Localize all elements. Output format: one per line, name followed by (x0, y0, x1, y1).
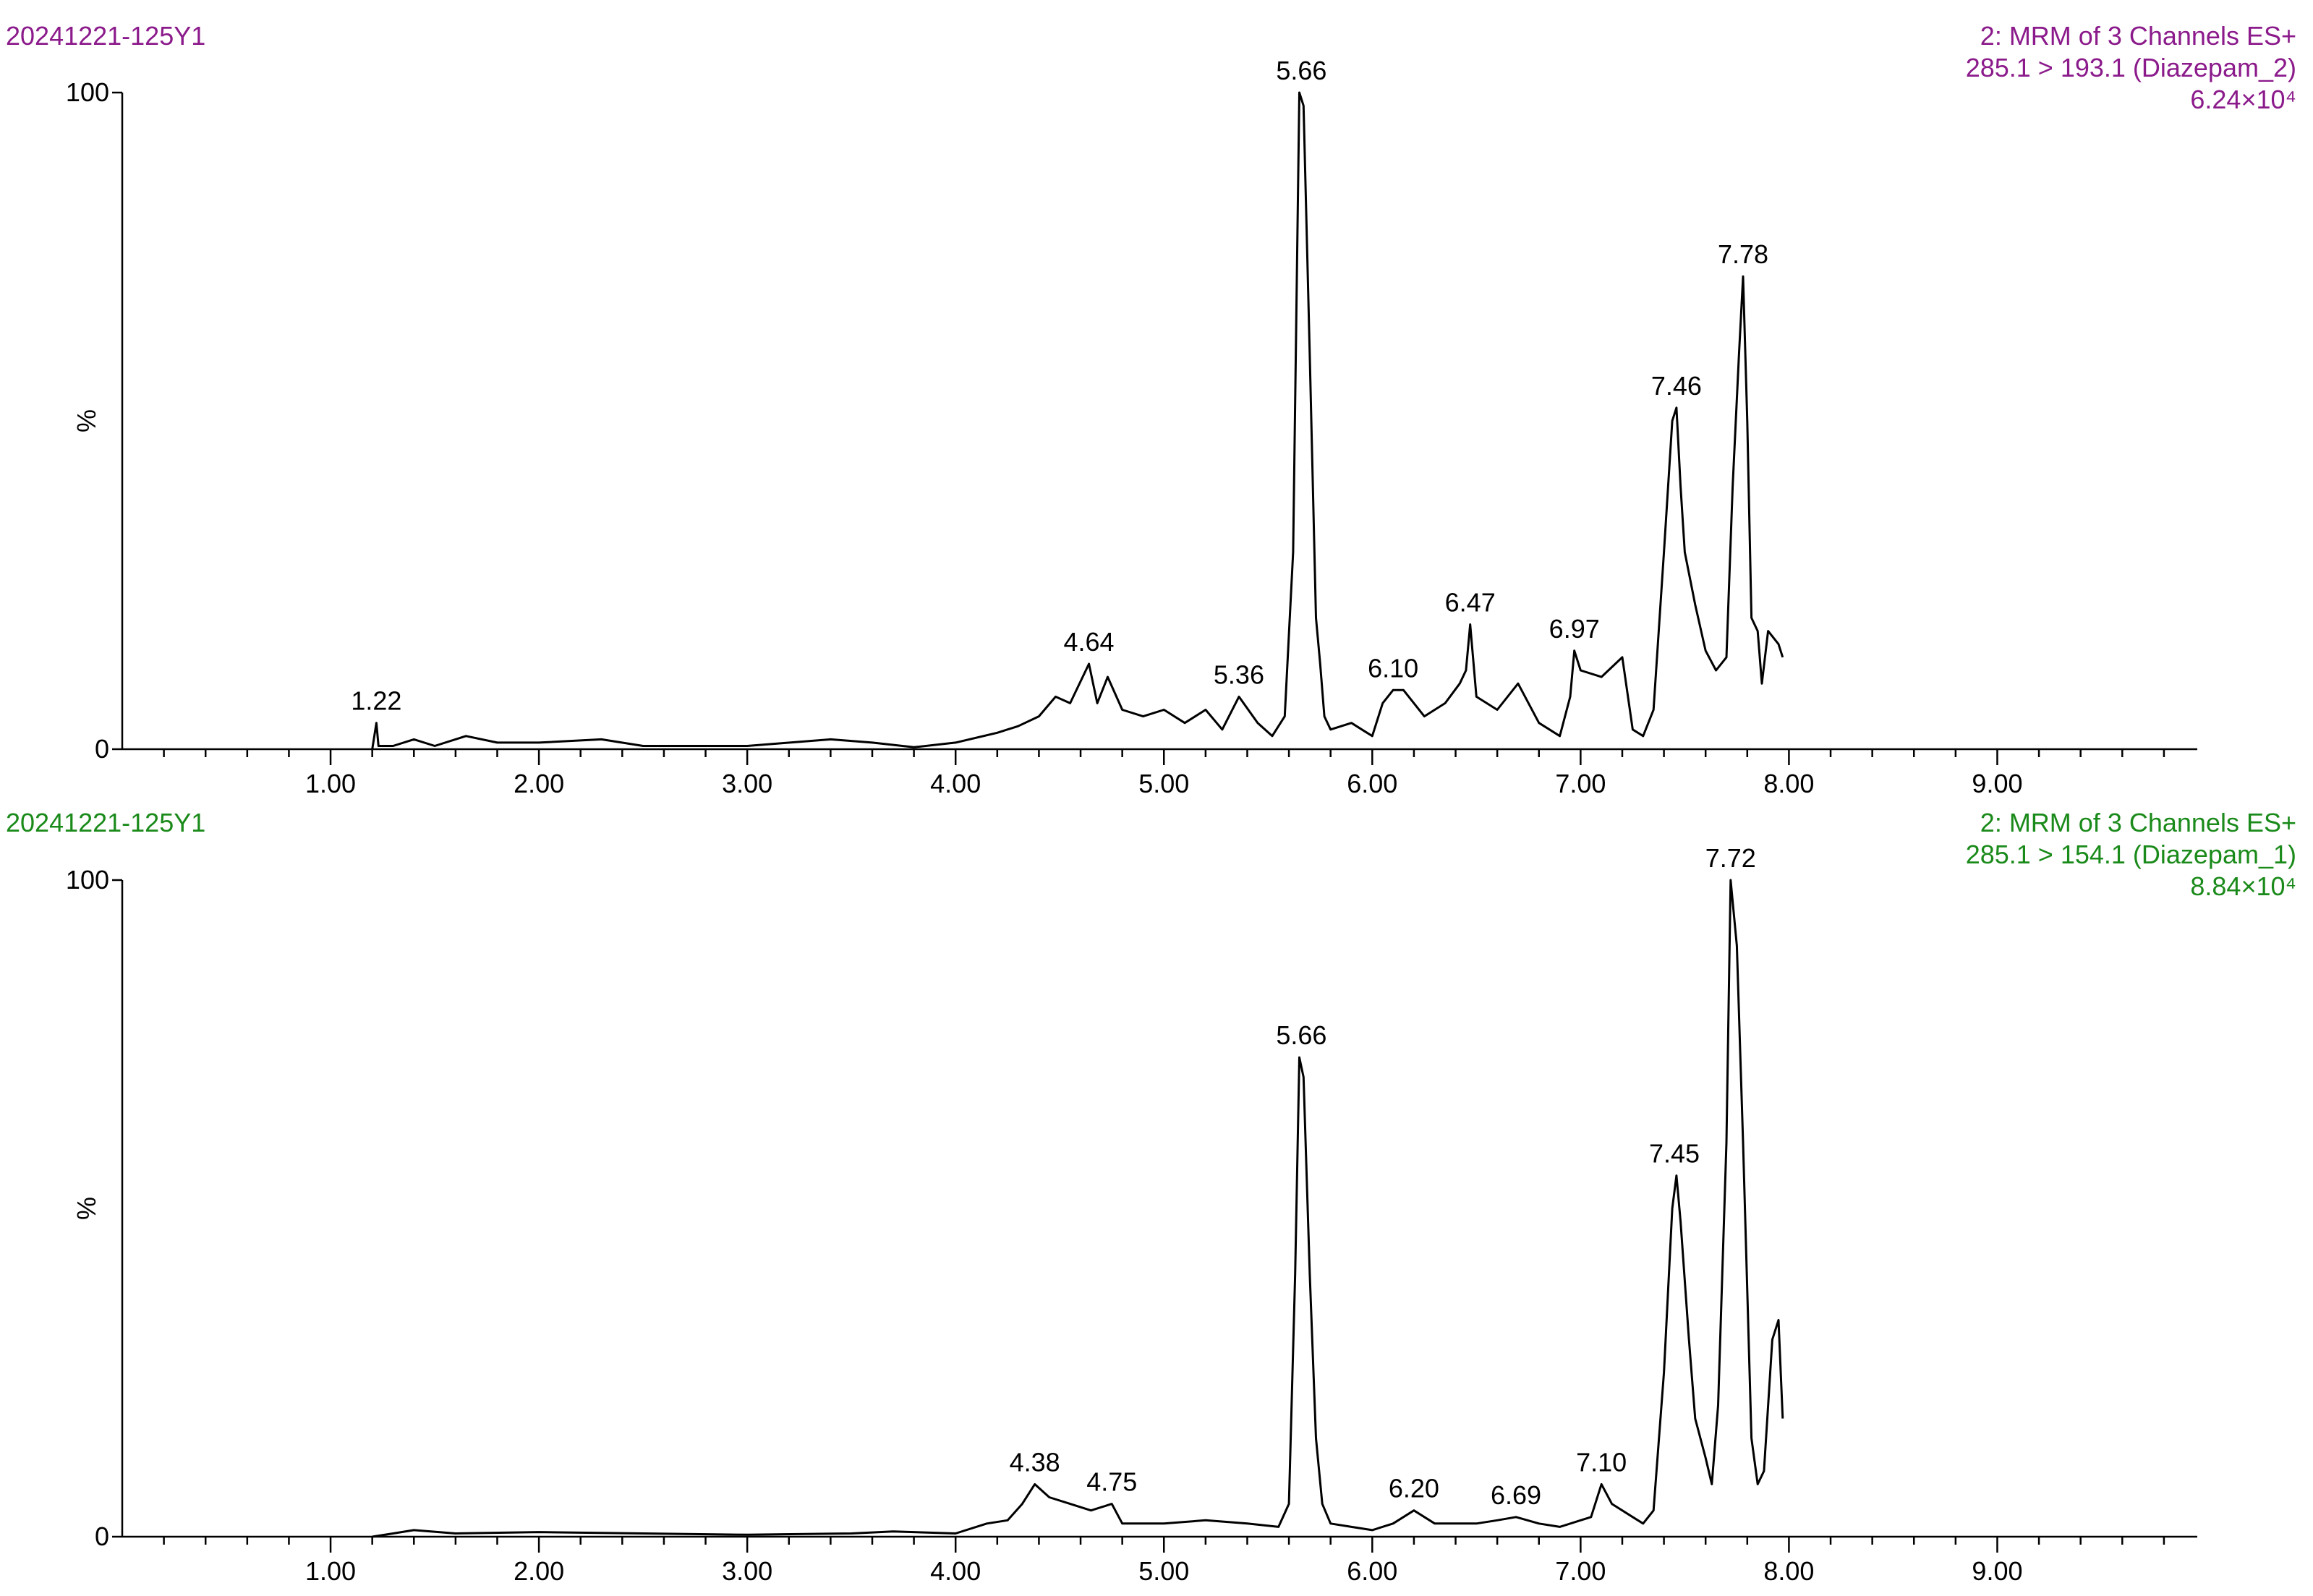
x-tick-label: 3.00 (722, 769, 772, 798)
y-axis-label: % (72, 1197, 101, 1220)
peak-label: 1.22 (351, 686, 401, 716)
peak-label: 5.66 (1276, 56, 1326, 85)
x-tick-label: 2.00 (514, 769, 564, 798)
sample-name: 20241221-125Y1 (6, 808, 205, 837)
chromatogram: 20241221-125Y1 2: MRM of 3 Channels ES+ 28… (6, 808, 2296, 1586)
peak-label: 6.47 (1445, 587, 1496, 617)
x-tick-label: 2.00 (514, 1556, 564, 1586)
peak-label: 6.97 (1549, 614, 1600, 644)
header-function: 2: MRM of 3 Channels ES+ (1980, 21, 2296, 51)
x-tick-label: 7.00 (1555, 769, 1606, 798)
x-tick-label: 5.00 (1138, 1556, 1189, 1586)
header-intensity: 6.24×10⁴ (2190, 85, 2296, 114)
peak-label: 5.66 (1276, 1020, 1326, 1050)
peak-label: 7.46 (1651, 371, 1702, 401)
x-tick-label: 4.00 (930, 769, 981, 798)
x-tick-label: 6.00 (1347, 769, 1397, 798)
y-tick-label: 0 (95, 1522, 109, 1551)
peak-label: 4.75 (1086, 1467, 1137, 1497)
peak-label: 7.78 (1718, 239, 1768, 269)
x-tick-label: 4.00 (930, 1556, 981, 1586)
trace (372, 879, 1784, 1538)
peak-label: 6.69 (1491, 1480, 1541, 1510)
peak-label: 7.45 (1649, 1139, 1700, 1169)
y-tick-label: 0 (95, 734, 109, 764)
sample-name: 20241221-125Y1 (6, 21, 205, 51)
header-function: 2: MRM of 3 Channels ES+ (1980, 808, 2296, 837)
y-tick-label: 100 (66, 77, 109, 107)
header-intensity: 8.84×10⁴ (2190, 871, 2296, 901)
x-tick-label: 3.00 (722, 1556, 772, 1586)
x-tick-label: 1.00 (305, 1556, 356, 1586)
chromatogram: 20241221-125Y1 2: MRM of 3 Channels ES+28… (6, 21, 2296, 798)
peak-label: 5.36 (1214, 660, 1264, 689)
trace (371, 91, 1784, 750)
y-tick-label: 100 (66, 865, 109, 895)
x-tick-label: 1.00 (305, 769, 356, 798)
peak-label: 7.72 (1705, 843, 1756, 873)
x-tick-label: 6.00 (1347, 1556, 1397, 1586)
x-tick-label: 5.00 (1138, 769, 1189, 798)
peak-label: 6.10 (1368, 653, 1418, 683)
peak-label: 4.38 (1010, 1447, 1060, 1477)
x-tick-label: 8.00 (1763, 769, 1814, 798)
x-tick-label: 8.00 (1763, 1556, 1814, 1586)
y-axis-label: % (72, 409, 101, 432)
peak-label: 7.10 (1576, 1447, 1627, 1477)
peak-label: 6.20 (1389, 1474, 1439, 1503)
header-transition: 285.1 > 193.1 (Diazepam_2) (1966, 53, 2296, 82)
x-tick-label: 7.00 (1555, 1556, 1606, 1586)
x-tick-label: 9.00 (1972, 1556, 2022, 1586)
header-transition: 285.1 > 154.1 (Diazepam_1) (1966, 840, 2296, 869)
x-tick-label: 9.00 (1972, 769, 2022, 798)
peak-label: 4.64 (1064, 627, 1115, 657)
